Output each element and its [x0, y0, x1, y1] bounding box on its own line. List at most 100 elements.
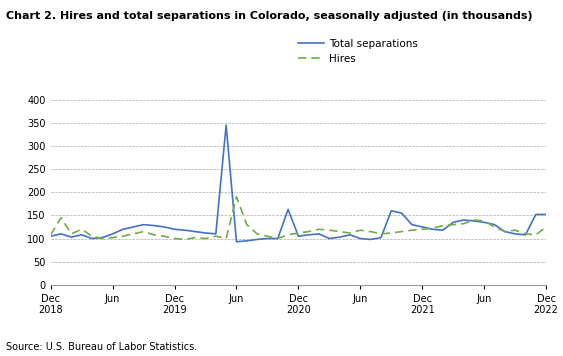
Hires: [522, 232, 529, 236]
Total separations: [409, 222, 415, 227]
Total separations: [512, 232, 519, 236]
Line: Total separations: Total separations: [51, 125, 546, 242]
Total separations: [192, 230, 199, 234]
Hires: [357, 228, 364, 232]
Hires: [57, 216, 64, 220]
Hires: [398, 230, 405, 234]
Hires: [274, 236, 281, 241]
Total separations: [460, 218, 467, 222]
Total separations: [471, 219, 477, 223]
Hires: [533, 233, 539, 237]
Hires: [388, 231, 395, 235]
Text: Chart 2. Hires and total separations in Colorado, seasonally adjusted (in thousa: Chart 2. Hires and total separations in …: [6, 11, 532, 21]
Hires: [429, 226, 436, 230]
Text: Source: U.S. Bureau of Labor Statistics.: Source: U.S. Bureau of Labor Statistics.: [6, 342, 197, 352]
Hires: [192, 235, 199, 240]
Total separations: [316, 232, 323, 236]
Total separations: [357, 236, 364, 241]
Total separations: [88, 236, 95, 241]
Hires: [295, 231, 302, 235]
Hires: [285, 233, 292, 237]
Hires: [316, 227, 323, 231]
Total separations: [398, 211, 405, 215]
Hires: [502, 230, 508, 234]
Total separations: [419, 225, 426, 229]
Hires: [347, 231, 354, 235]
Hires: [88, 234, 95, 239]
Total separations: [440, 228, 446, 232]
Total separations: [481, 220, 488, 225]
Total separations: [274, 236, 281, 241]
Hires: [243, 222, 250, 227]
Legend: Total separations, Hires: Total separations, Hires: [294, 35, 422, 68]
Hires: [223, 236, 230, 241]
Total separations: [181, 228, 188, 232]
Hires: [409, 228, 415, 232]
Total separations: [150, 224, 157, 228]
Total separations: [99, 235, 106, 240]
Hires: [130, 232, 137, 236]
Hires: [512, 228, 519, 232]
Total separations: [367, 237, 374, 242]
Hires: [264, 234, 271, 239]
Hires: [47, 233, 54, 237]
Hires: [419, 227, 426, 231]
Hires: [140, 230, 147, 234]
Hires: [233, 195, 240, 199]
Hires: [254, 232, 261, 236]
Hires: [119, 234, 126, 239]
Hires: [440, 224, 446, 228]
Hires: [161, 234, 168, 239]
Hires: [78, 227, 85, 231]
Total separations: [533, 212, 539, 216]
Total separations: [57, 232, 64, 236]
Total separations: [161, 225, 168, 229]
Total separations: [285, 207, 292, 211]
Hires: [305, 230, 312, 234]
Total separations: [119, 227, 126, 231]
Hires: [99, 236, 106, 241]
Total separations: [543, 212, 549, 216]
Hires: [450, 222, 457, 227]
Total separations: [491, 222, 498, 227]
Hires: [181, 237, 188, 242]
Total separations: [429, 227, 436, 231]
Total separations: [522, 233, 529, 237]
Hires: [543, 225, 549, 229]
Total separations: [243, 239, 250, 243]
Hires: [336, 230, 343, 234]
Total separations: [305, 233, 312, 237]
Total separations: [130, 225, 137, 229]
Total separations: [212, 232, 219, 236]
Total separations: [254, 237, 261, 242]
Total separations: [223, 123, 230, 127]
Hires: [68, 232, 75, 236]
Hires: [202, 236, 209, 241]
Hires: [481, 219, 488, 223]
Hires: [460, 221, 467, 226]
Total separations: [502, 230, 508, 234]
Total separations: [68, 235, 75, 239]
Total separations: [202, 231, 209, 235]
Total separations: [347, 233, 354, 237]
Total separations: [264, 236, 271, 241]
Total separations: [326, 236, 333, 241]
Total separations: [336, 235, 343, 239]
Hires: [367, 230, 374, 234]
Hires: [491, 225, 498, 229]
Total separations: [388, 209, 395, 213]
Total separations: [109, 232, 116, 236]
Hires: [471, 218, 477, 222]
Hires: [212, 234, 219, 239]
Hires: [109, 235, 116, 240]
Total separations: [78, 233, 85, 237]
Hires: [150, 233, 157, 237]
Total separations: [47, 234, 54, 239]
Total separations: [450, 220, 457, 225]
Hires: [326, 228, 333, 232]
Line: Hires: Hires: [51, 197, 546, 240]
Hires: [378, 232, 385, 236]
Total separations: [378, 235, 385, 240]
Total separations: [171, 227, 178, 231]
Total separations: [295, 234, 302, 239]
